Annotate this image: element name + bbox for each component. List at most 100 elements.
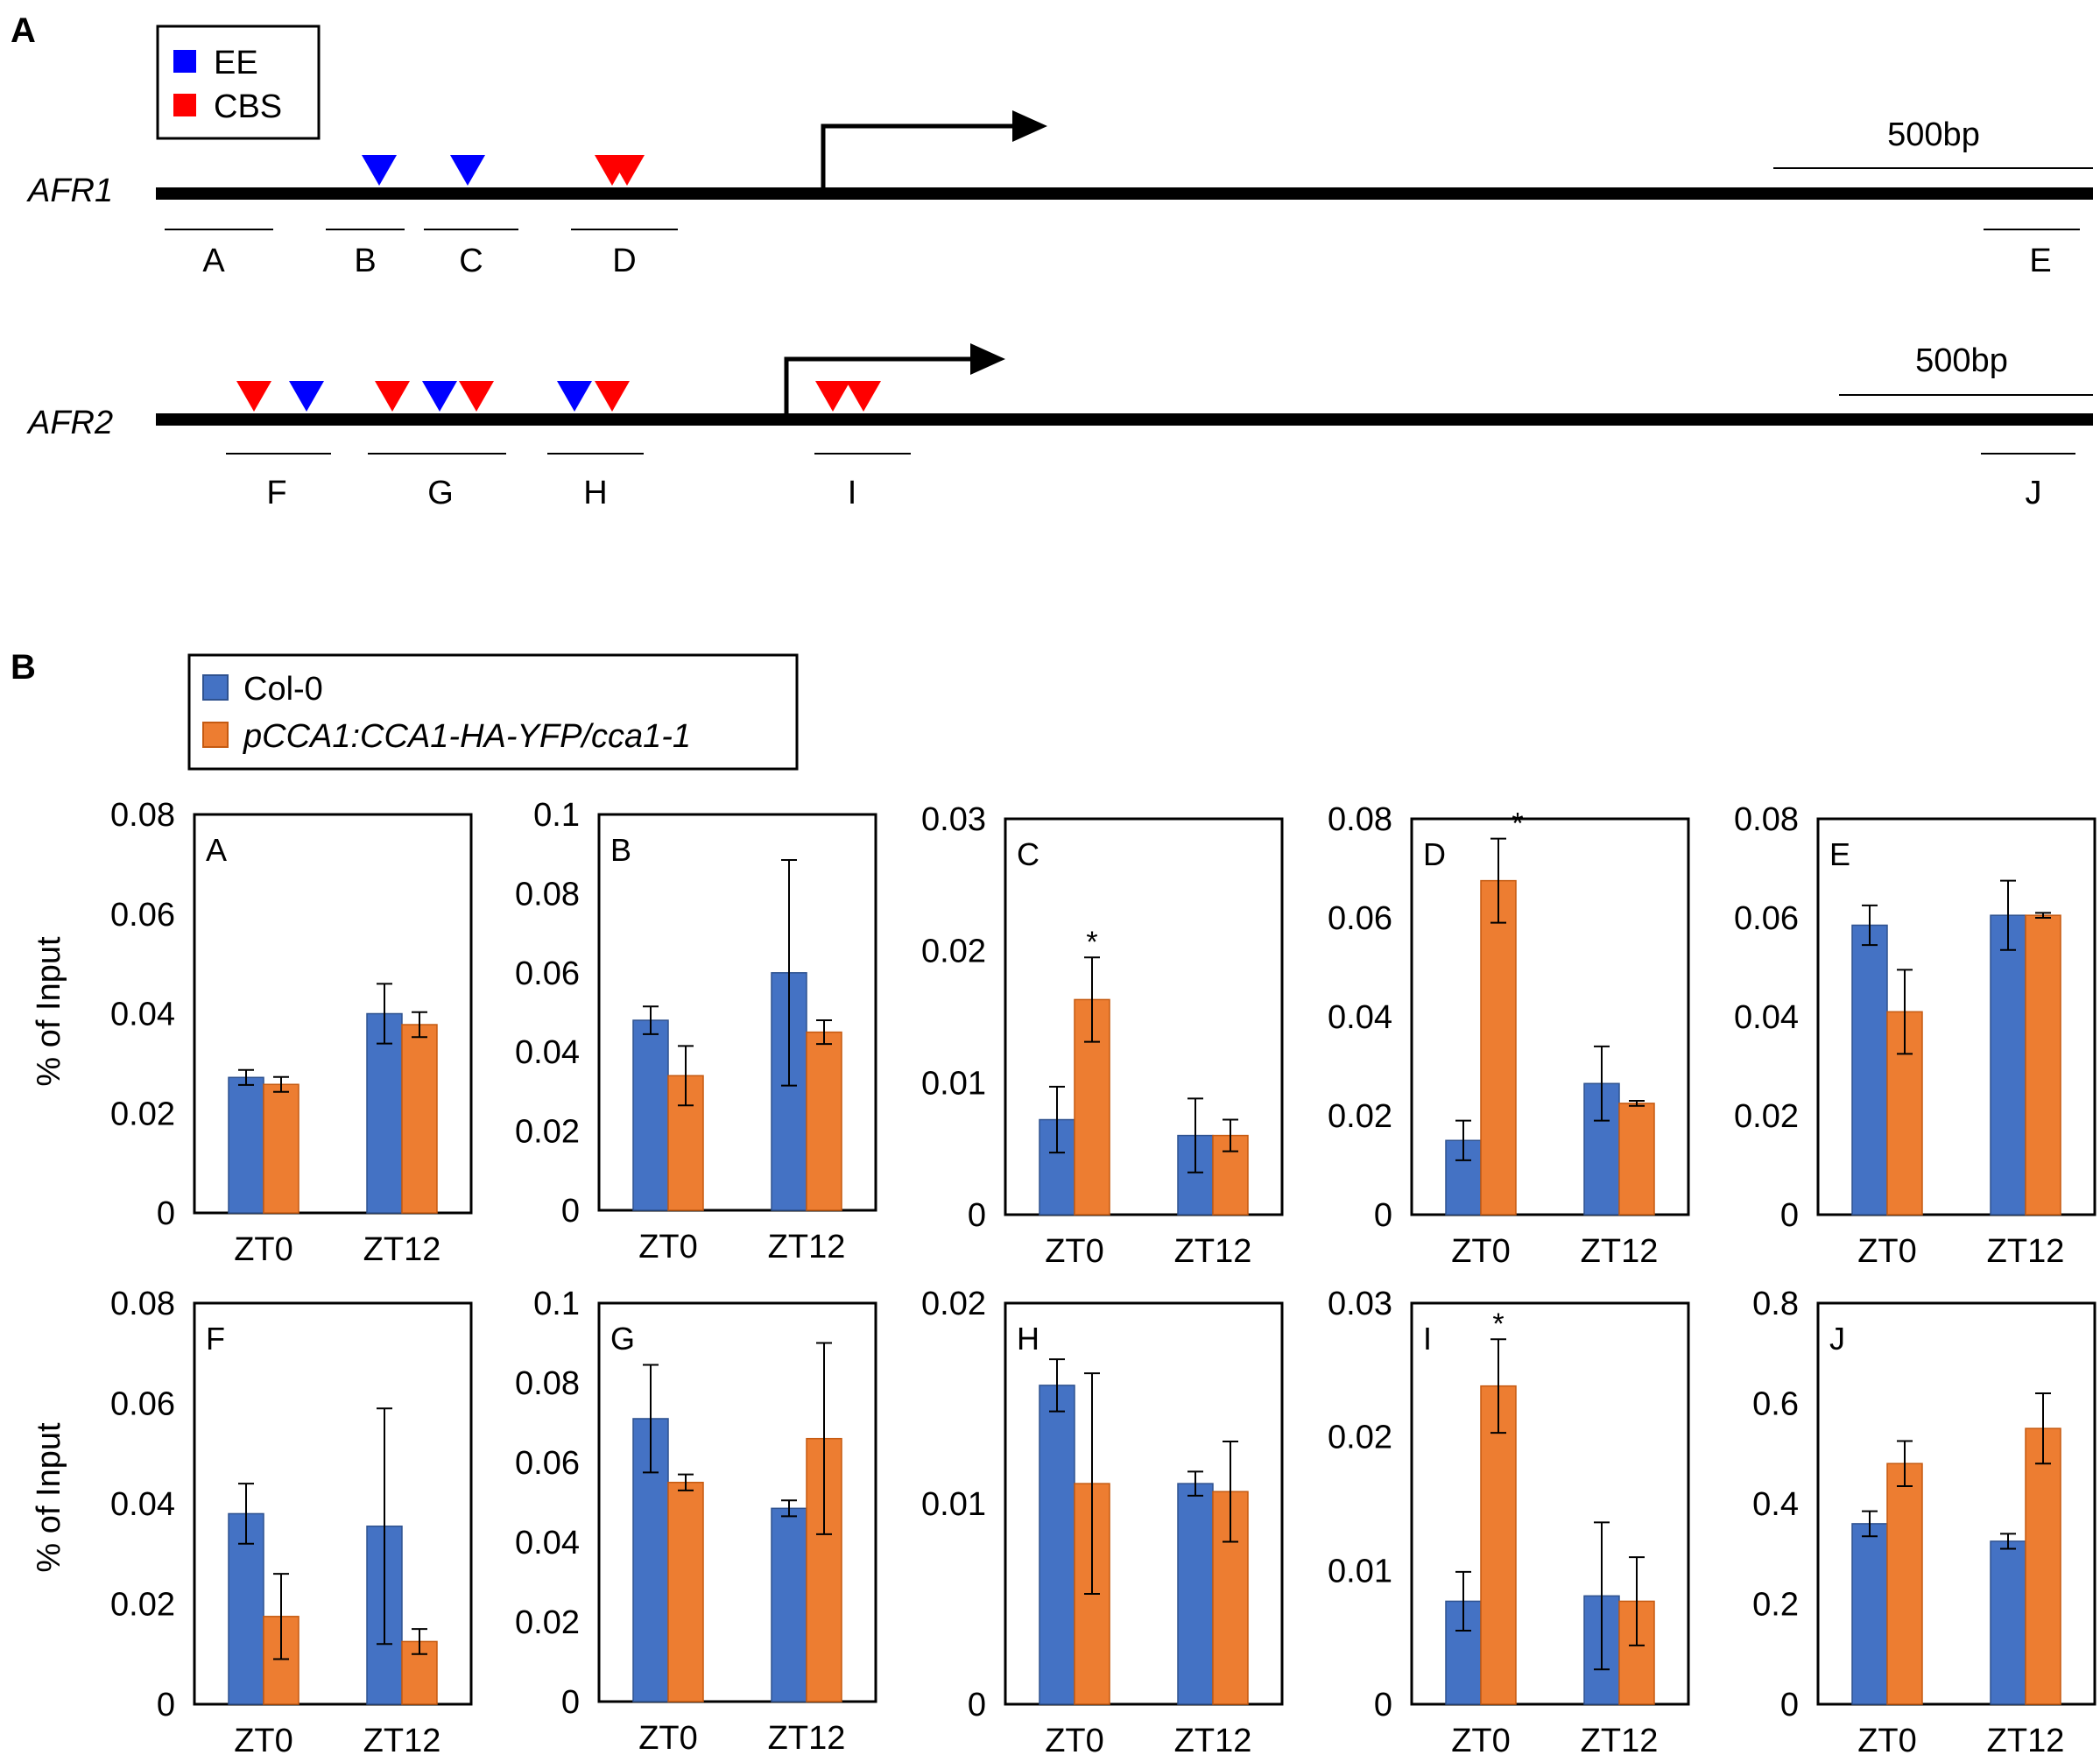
significance-star: * [1492, 1307, 1504, 1341]
bar [1480, 1385, 1517, 1705]
tss-arrowhead [1012, 110, 1047, 142]
y-tick-label: 0.06 [1734, 900, 1799, 937]
y-tick-label: 0.01 [921, 1486, 986, 1523]
x-tick-label: ZT12 [768, 1229, 846, 1265]
bar-chart-i: 0 0.01 0.02 0.03 I ZT0 ZT12 * [1328, 1286, 1690, 1755]
cbs-site-marker [815, 381, 850, 412]
y-tick-label: 0.1 [533, 797, 580, 834]
plot-frame [193, 1301, 473, 1706]
y-tick-label: 0.02 [921, 1286, 986, 1322]
y-tick-label: 0.4 [1752, 1486, 1799, 1523]
tss-arrow [784, 356, 974, 413]
bar [1618, 1103, 1655, 1216]
y-axis-title-row1: % of Input [31, 936, 67, 1087]
panel-letter: G [610, 1321, 635, 1357]
panel-letter: H [1017, 1321, 1039, 1357]
ee-site-marker [557, 381, 592, 412]
x-tick-label: ZT0 [1045, 1233, 1104, 1270]
bar [228, 1512, 264, 1705]
site-legend: EE CBS [156, 25, 321, 140]
legend-label-ee: EE [214, 45, 258, 81]
region-label: A [202, 243, 225, 279]
bar [2025, 914, 2061, 1216]
x-tick-label: ZT12 [1987, 1723, 2065, 1755]
region-label: G [427, 475, 454, 511]
plot-frame [1410, 817, 1690, 1216]
bar-chart-b: 0 0.02 0.04 0.06 0.08 0.1 B ZT0 ZT12 [515, 797, 877, 1265]
y-tick-label: 0.1 [533, 1286, 580, 1322]
y-tick-label: 0.08 [515, 1365, 580, 1402]
tss-arrowhead [970, 343, 1005, 375]
panel-label-a: A [11, 11, 36, 50]
legend-swatch-transgenic [202, 722, 229, 748]
panel-label-b: B [11, 648, 36, 687]
plot-frame [1004, 1301, 1284, 1706]
bar-chart-g: 0 0.02 0.04 0.06 0.08 0.1 G ZT0 ZT12 [515, 1286, 877, 1755]
bar [1177, 1483, 1214, 1705]
y-tick-label: 0 [1780, 1197, 1799, 1234]
plot-frame [597, 1301, 877, 1703]
plot-frame [1004, 817, 1284, 1216]
significance-star: * [1086, 926, 1097, 959]
bar-chart-f: 0 0.02 0.04 0.06 0.08 F ZT0 ZT12 [110, 1286, 473, 1755]
panel-letter: D [1423, 836, 1446, 872]
legend-label-col0: Col-0 [243, 671, 323, 708]
bar-chart-a: 0 0.02 0.04 0.06 0.08 A ZT0 ZT12 [110, 797, 473, 1268]
y-tick-label: 0.2 [1752, 1587, 1799, 1624]
plot-frame [1816, 1301, 2096, 1706]
region-label: I [848, 475, 857, 511]
x-tick-label: ZT12 [363, 1231, 441, 1268]
scale-label: 500bp [1915, 342, 2008, 379]
region-label: H [583, 475, 607, 511]
panel-letter: E [1829, 836, 1850, 872]
bar [1851, 924, 1888, 1216]
y-tick-label: 0.08 [110, 1286, 175, 1322]
region-label: B [354, 243, 376, 279]
y-tick-label: 0.01 [1328, 1553, 1392, 1589]
bar-charts: 0 0.02 0.04 0.06 0.08 A ZT0 ZT12 0 0.02 0.04 0.06 0.… [110, 797, 2096, 1755]
panel-letter: B [610, 832, 631, 868]
x-tick-label: ZT0 [1857, 1723, 1917, 1755]
site-legend-box [156, 25, 321, 140]
y-tick-label: 0 [157, 1687, 175, 1723]
y-tick-label: 0.8 [1752, 1286, 1799, 1322]
bar-chart-j: 0 0.2 0.4 0.6 0.8 J ZT0 ZT12 [1752, 1286, 2096, 1755]
panel-a: A EE CBS AFR1 500bp A B [11, 11, 2093, 511]
legend-swatch-cbs [173, 94, 196, 116]
x-tick-label: ZT12 [768, 1720, 846, 1755]
region-label: D [612, 243, 636, 279]
bar-chart-h: 0 0.01 0.02 H ZT0 ZT12 [921, 1286, 1284, 1755]
y-tick-label: 0.04 [110, 1486, 175, 1523]
bar [1583, 1082, 1620, 1216]
cbs-site-marker [459, 381, 494, 412]
y-tick-label: 0.04 [110, 997, 175, 1033]
bar [806, 1031, 842, 1211]
ee-site-marker [362, 155, 397, 186]
region-label: J [2026, 475, 2042, 511]
y-tick-label: 0.02 [110, 1587, 175, 1624]
y-tick-label: 0.6 [1752, 1386, 1799, 1423]
panel-letter: A [206, 832, 227, 868]
y-tick-label: 0.02 [1734, 1098, 1799, 1135]
x-tick-label: ZT0 [234, 1231, 293, 1268]
y-tick-label: 0 [968, 1197, 986, 1234]
y-tick-label: 0.06 [110, 1386, 175, 1423]
x-tick-label: ZT0 [638, 1229, 698, 1265]
x-tick-label: ZT0 [1045, 1723, 1104, 1755]
y-tick-label: 0.06 [515, 1445, 580, 1482]
significance-star: * [1512, 807, 1523, 841]
cbs-site-marker [595, 381, 630, 412]
y-tick-label: 0 [157, 1195, 175, 1232]
x-tick-label: ZT12 [1174, 1233, 1252, 1270]
cbs-site-marker [375, 381, 410, 412]
x-tick-label: ZT0 [1857, 1233, 1917, 1270]
y-tick-label: 0.02 [1328, 1420, 1392, 1456]
y-tick-label: 0.03 [1328, 1286, 1392, 1322]
y-axis-title-row2: % of Input [31, 1422, 67, 1573]
y-tick-label: 0.02 [110, 1096, 175, 1132]
legend-swatch-col0 [202, 674, 229, 701]
bar [1480, 879, 1517, 1216]
cbs-site-marker [236, 381, 271, 412]
y-tick-label: 0 [968, 1687, 986, 1723]
